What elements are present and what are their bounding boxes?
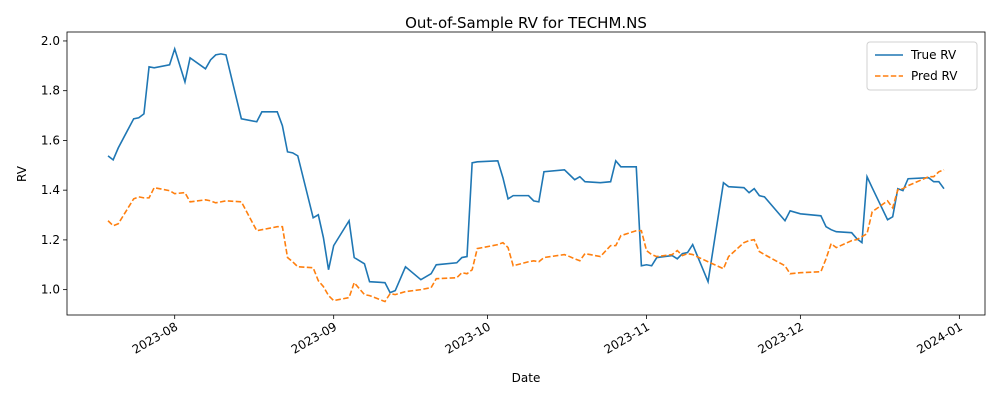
y-tick-label: 1.8 — [41, 84, 60, 98]
legend-label: Pred RV — [911, 69, 958, 83]
line-series — [107, 46, 945, 294]
legend-label: True RV — [910, 48, 957, 62]
x-tick-label: 2023-09 — [289, 319, 339, 356]
x-axis-label: Date — [512, 371, 541, 385]
x-tick-label: 2024-01 — [914, 319, 964, 356]
x-tick-label: 2023-11 — [602, 319, 652, 356]
x-tick-label: 2023-10 — [443, 319, 493, 356]
y-tick-label: 1.2 — [41, 233, 60, 247]
legend-box — [866, 41, 978, 91]
chart-title: Out-of-Sample RV for TECHM.NS — [405, 14, 647, 32]
plot-frame — [66, 31, 986, 316]
y-tick-label: 1.4 — [41, 183, 60, 197]
y-tick-label: 2.0 — [41, 34, 60, 48]
x-tick-label: 2023-12 — [755, 319, 805, 356]
y-tick-label: 1.0 — [41, 283, 60, 297]
y-axis-label: RV — [15, 165, 29, 182]
y-tick-label: 1.6 — [41, 133, 60, 147]
line-series — [107, 169, 945, 303]
x-tick-label: 2023-08 — [130, 319, 180, 356]
